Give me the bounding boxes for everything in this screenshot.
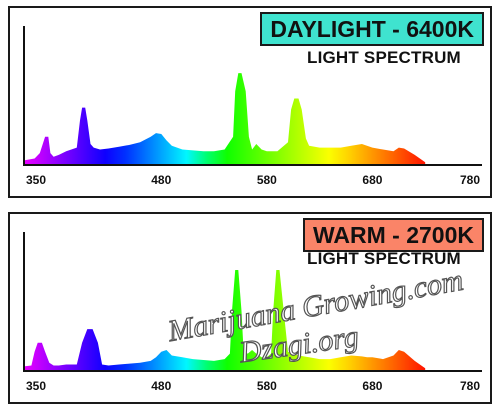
x-tick-label: 480 xyxy=(151,379,171,393)
daylight-chart-panel: DAYLIGHT - 6400K LIGHT SPECTRUM 350 480 58… xyxy=(8,6,492,198)
x-tick-label: 780 xyxy=(460,379,480,393)
chart-subtitle: LIGHT SPECTRUM xyxy=(307,249,461,268)
daylight-spectrum-plot: 350 480 580 680 780 xyxy=(23,26,482,187)
x-tick-label: 680 xyxy=(362,173,382,187)
chart-title-badge: WARM - 2700K xyxy=(302,218,484,252)
spectrum-area xyxy=(24,73,426,164)
spectrum-area xyxy=(24,270,426,370)
x-tick-label: 350 xyxy=(26,173,46,187)
chart-subtitle: LIGHT SPECTRUM xyxy=(307,48,461,67)
warm-chart-panel: WARM - 2700K LIGHT SPECTRUM 350 480 580 680… xyxy=(8,212,492,404)
warm-spectrum-plot: 350 480 580 680 780 xyxy=(23,232,482,393)
axis-lines xyxy=(23,232,482,372)
x-tick-label: 780 xyxy=(460,173,480,187)
x-tick-label: 350 xyxy=(26,379,46,393)
x-tick-label: 580 xyxy=(257,379,277,393)
x-tick-label: 680 xyxy=(362,379,382,393)
chart-title-badge: DAYLIGHT - 6400K xyxy=(260,12,484,46)
x-tick-label: 580 xyxy=(257,173,277,187)
axis-lines xyxy=(23,26,482,166)
x-tick-label: 480 xyxy=(151,173,171,187)
